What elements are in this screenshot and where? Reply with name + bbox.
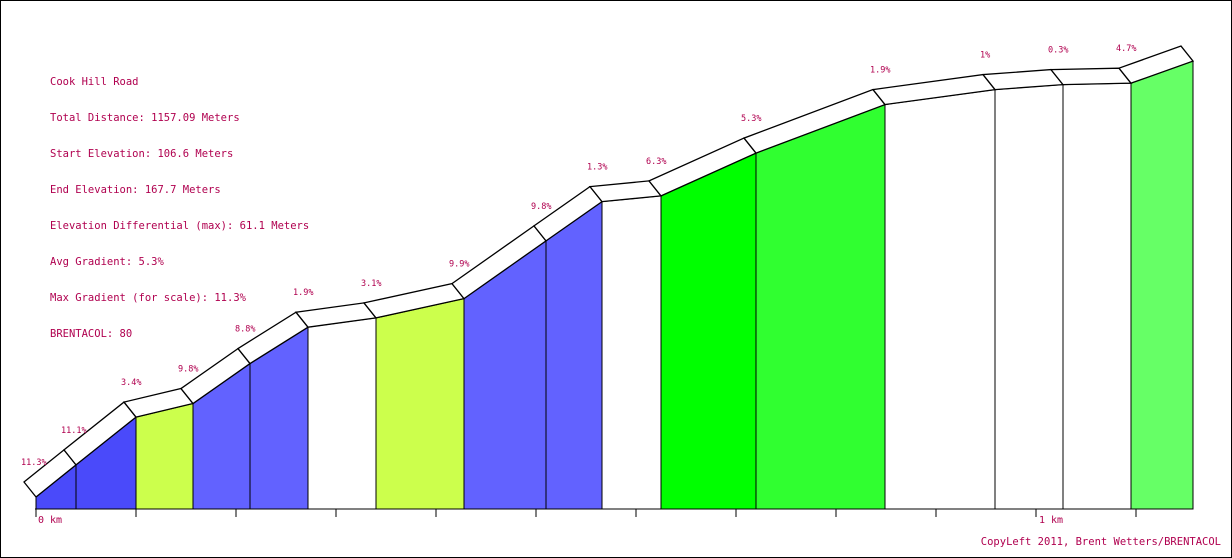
gradient-label-14: 1%: [980, 51, 990, 61]
gradient-label-8: 9.9%: [449, 260, 469, 270]
total-distance: Total Distance: 1157.09 Meters: [50, 112, 240, 124]
end-elevation: End Elevation: 167.7 Meters: [50, 184, 221, 196]
route-title: Cook Hill Road: [50, 76, 139, 88]
gradient-segment-12: [755, 103, 886, 510]
gradient-label-2: 11.1%: [61, 426, 87, 436]
gradient-label-15: 0.3%: [1048, 46, 1068, 56]
gradient-label-6: 1.9%: [293, 288, 313, 298]
x-tick-label-0km: 0 km: [38, 515, 62, 526]
gradient-label-9: 9.8%: [531, 202, 551, 212]
gradient-segment-13: [884, 89, 996, 510]
elevation-differential: Elevation Differential (max): 61.1 Meter…: [50, 220, 310, 232]
x-tick-label-1km: 1 km: [1039, 515, 1063, 526]
gradient-label-1: 11.3%: [21, 458, 47, 468]
gradient-segment-16: [1130, 60, 1194, 510]
gradient-label-13: 1.9%: [870, 66, 890, 76]
max-gradient: Max Gradient (for scale): 11.3%: [50, 292, 246, 304]
gradient-segment-15: [1062, 82, 1132, 510]
gradient-segment-7: [375, 298, 465, 510]
brentacol-score: BRENTACOL: 80: [50, 328, 133, 340]
gradient-label-3: 3.4%: [121, 378, 141, 388]
gradient-label-11: 6.3%: [646, 157, 666, 167]
info-block: Cook Hill Road Total Distance: 1157.09 M…: [50, 52, 309, 364]
gradient-segment-9: [545, 200, 603, 510]
gradient-segment-3: [135, 402, 194, 510]
gradient-label-4: 9.8%: [178, 365, 198, 375]
road-band-16: [1117, 45, 1195, 84]
gradient-segment-14: [994, 84, 1064, 510]
gradient-label-10: 1.3%: [587, 163, 607, 173]
avg-gradient: Avg Gradient: 5.3%: [50, 256, 164, 268]
gradient-label-12: 5.3%: [741, 114, 761, 124]
gradient-label-16: 4.7%: [1116, 44, 1136, 54]
gradient-segment-6: [307, 317, 377, 510]
copyleft-credit: CopyLeft 2011, Brent Wetters/BRENTACOL: [980, 536, 1221, 548]
gradient-segment-11: [660, 152, 757, 510]
road-band-15: [1049, 67, 1133, 86]
gradient-label-7: 3.1%: [361, 279, 381, 289]
gradient-segment-10: [601, 195, 662, 510]
gradient-label-5: 8.8%: [235, 325, 255, 335]
start-elevation: Start Elevation: 106.6 Meters: [50, 148, 234, 160]
